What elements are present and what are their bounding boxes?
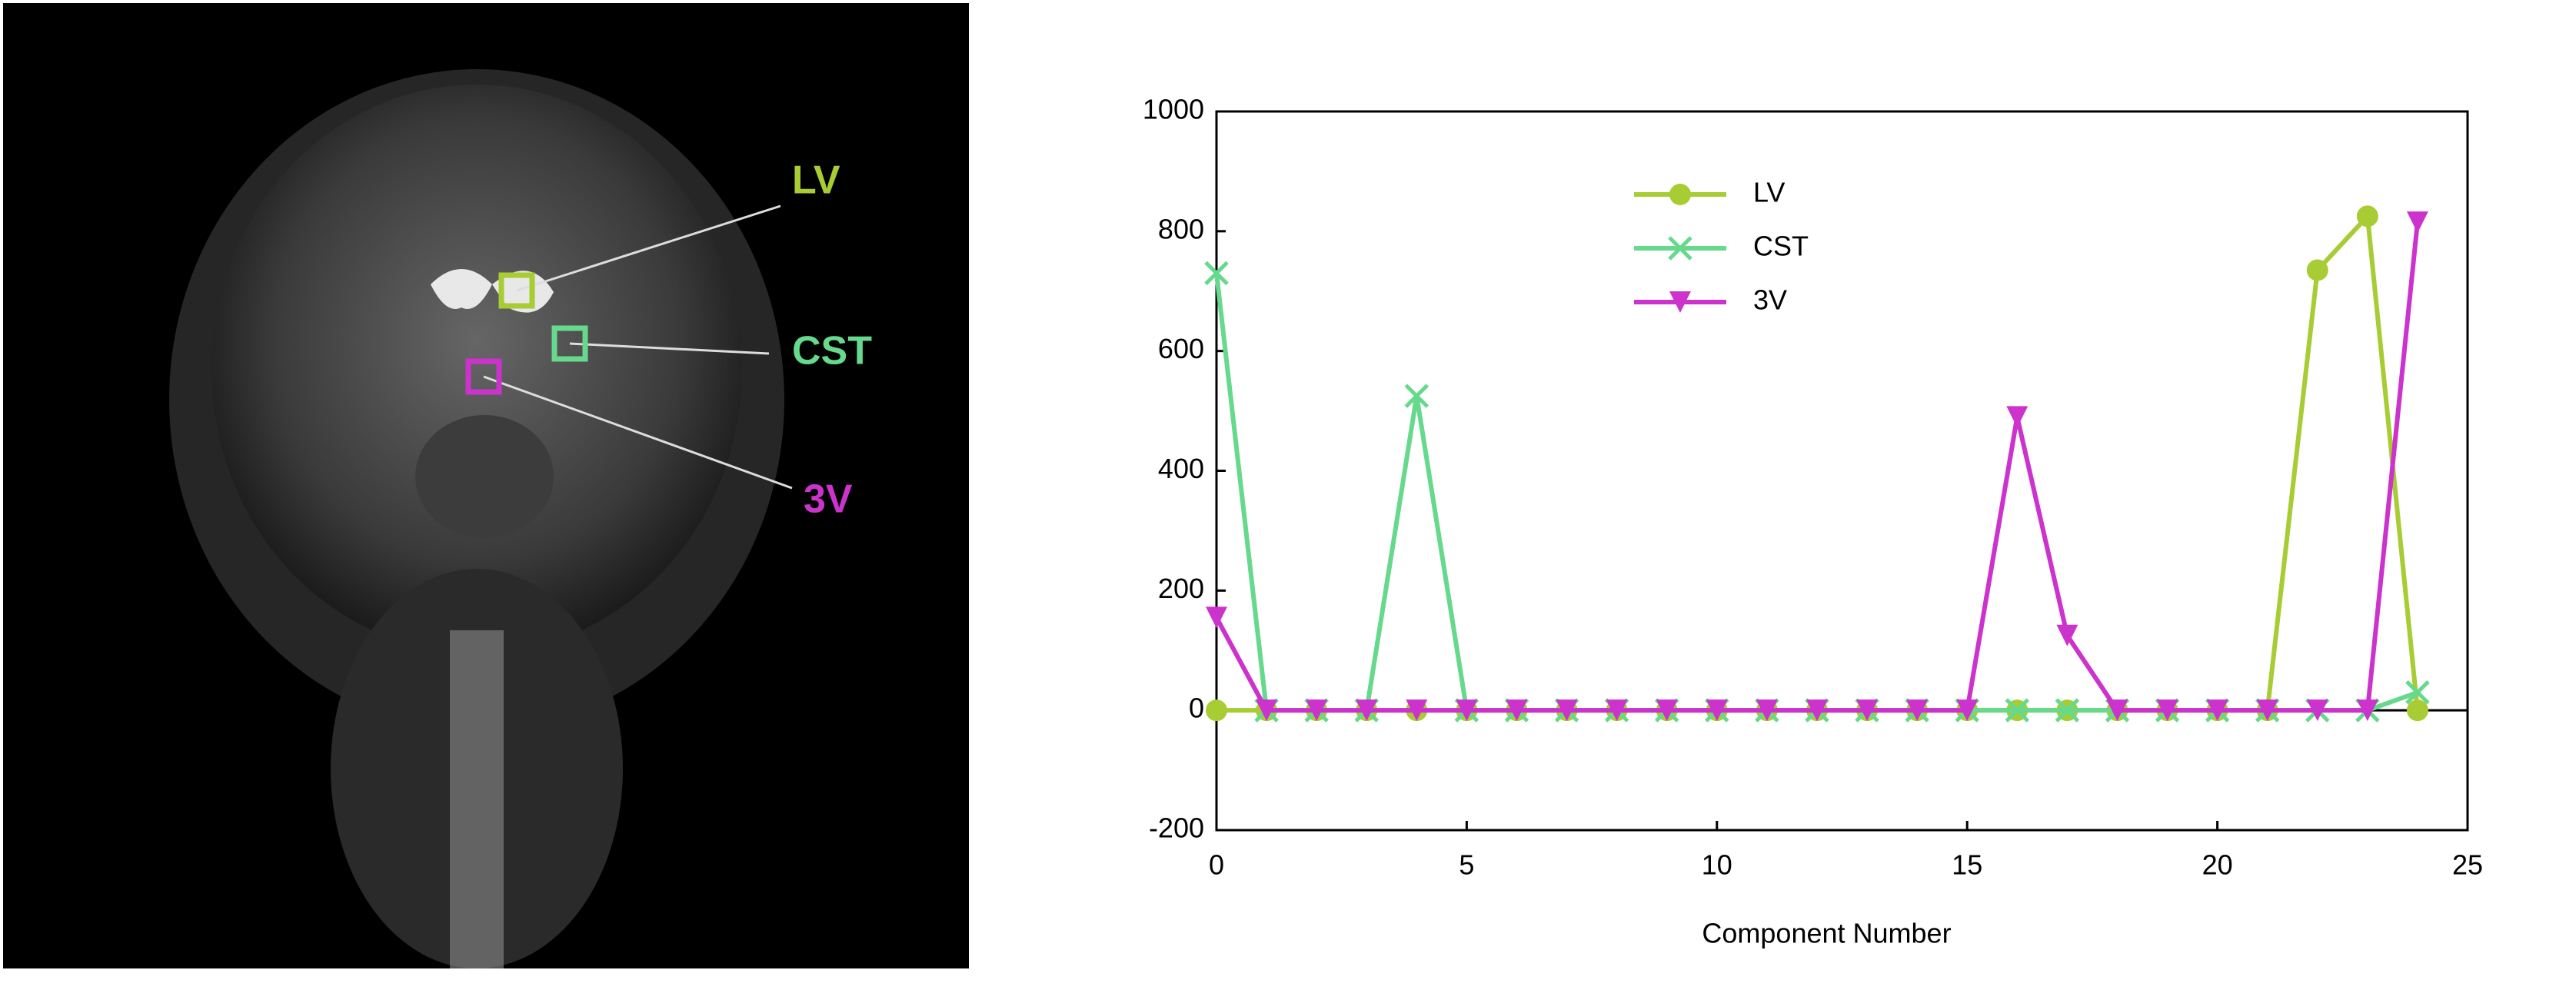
marker xyxy=(2056,624,2078,646)
mri-panel: LV CST 3V xyxy=(3,3,969,968)
y-tick-label: 1000 xyxy=(1143,94,1204,125)
marker xyxy=(1204,261,1229,286)
spine xyxy=(450,630,504,968)
roi-label: CST xyxy=(792,329,872,374)
y-tick-label: 0 xyxy=(1189,693,1204,724)
legend-marker xyxy=(1669,291,1691,313)
series-line xyxy=(1214,273,2418,713)
marker xyxy=(1406,699,1428,722)
leader-line xyxy=(569,342,770,355)
marker xyxy=(1856,699,1879,722)
roi-label: 3V xyxy=(804,477,853,522)
marker xyxy=(1656,699,1678,722)
marker xyxy=(1806,699,1828,722)
y-tick-label: 800 xyxy=(1158,213,1204,244)
marker xyxy=(2156,699,2178,722)
brain xyxy=(211,85,742,653)
legend-label: LV xyxy=(1753,177,1785,208)
marker xyxy=(1606,699,1628,722)
marker xyxy=(2055,698,2080,723)
marker xyxy=(1306,699,1328,722)
marker xyxy=(2356,205,2378,228)
marker xyxy=(1506,699,1528,722)
marker xyxy=(1206,606,1227,629)
roi-box xyxy=(465,358,502,395)
roi-box xyxy=(551,325,588,362)
leader-line xyxy=(483,375,793,490)
legend-label: CST xyxy=(1753,231,1809,262)
marker xyxy=(1956,699,1979,722)
x-tick-label: 0 xyxy=(1209,849,1224,881)
legend-label: 3V xyxy=(1753,284,1787,316)
series-line xyxy=(1216,214,2420,713)
marker xyxy=(1404,384,1429,408)
marker xyxy=(2306,699,2328,722)
x-tick-label: 20 xyxy=(2202,849,2233,881)
brainstem xyxy=(415,415,554,538)
marker xyxy=(2306,259,2328,281)
x-tick-label: 5 xyxy=(1459,849,1474,881)
marker xyxy=(2356,699,2378,722)
ventricle-left xyxy=(431,269,492,309)
marker xyxy=(2106,699,2128,722)
leader-line xyxy=(516,204,781,292)
marker xyxy=(1456,699,1478,722)
ventricle-right xyxy=(492,271,554,313)
y-tick-label: 200 xyxy=(1158,573,1204,604)
marker xyxy=(1206,699,1227,722)
x-axis-label: Component Number xyxy=(1702,918,1951,949)
marker xyxy=(2406,211,2428,234)
legend-marker xyxy=(1669,184,1691,205)
y-tick-label: 600 xyxy=(1158,333,1204,364)
marker xyxy=(2005,698,2030,723)
marker xyxy=(1906,699,1929,722)
marker xyxy=(1706,699,1728,722)
marker xyxy=(1756,699,1778,722)
x-tick-label: 15 xyxy=(1952,849,1982,881)
marker xyxy=(2006,406,2029,428)
roi-label: LV xyxy=(792,158,840,203)
marker xyxy=(1556,699,1578,722)
y-tick-label: 400 xyxy=(1158,453,1204,484)
marker xyxy=(2406,699,2428,722)
roi-box xyxy=(498,272,535,309)
marker xyxy=(2405,680,2430,705)
marker xyxy=(1356,699,1378,722)
marker xyxy=(1256,699,1278,722)
x-tick-label: 10 xyxy=(1702,849,1732,881)
legend-marker xyxy=(1668,236,1692,261)
y-tick-label: -200 xyxy=(1149,812,1204,844)
marker xyxy=(2206,699,2228,722)
x-tick-label: 25 xyxy=(2452,849,2483,881)
series-line xyxy=(1214,221,2420,713)
marker xyxy=(2256,699,2278,722)
